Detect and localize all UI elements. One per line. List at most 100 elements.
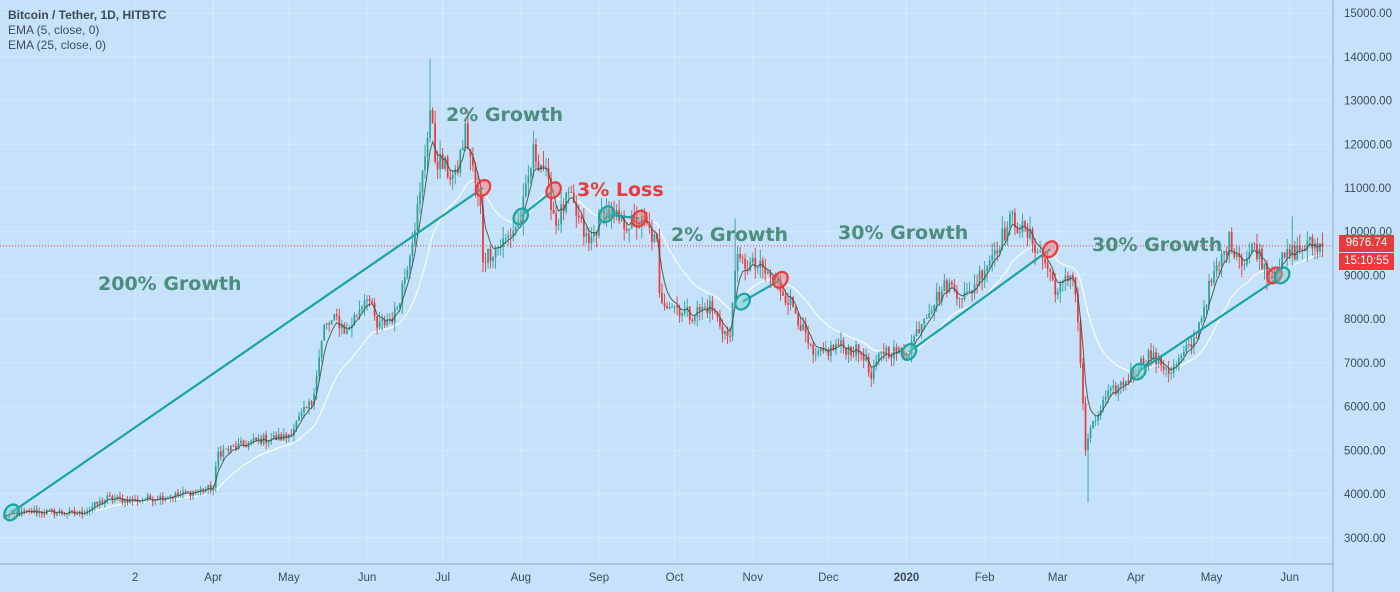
candle-body-bull — [298, 416, 300, 421]
candle-body-bear — [482, 206, 484, 263]
candle-body-bull — [1039, 250, 1042, 252]
y-tick-label: 3000.00 — [1344, 533, 1386, 545]
chart-legend: Bitcoin / Tether, 1D, HITBTC EMA (5, clo… — [8, 8, 166, 53]
candle-body-bear — [338, 316, 341, 329]
candle-body-bull — [393, 308, 396, 323]
candle-body-bear — [275, 435, 278, 441]
candle-body-bear — [1127, 380, 1130, 383]
candle-body-bull — [1109, 387, 1112, 391]
candle-body-bull — [1097, 415, 1099, 421]
candle-body-bear — [761, 260, 764, 268]
candle-body-bull — [877, 353, 880, 362]
candle-body-bear — [436, 161, 439, 170]
candle-body-bear — [570, 192, 573, 193]
candle-body-bear — [1195, 337, 1198, 339]
candle-body-bear — [623, 215, 626, 229]
candle-body-bull — [835, 344, 837, 351]
candle-body-bull — [192, 491, 194, 497]
candle-body-bear — [1016, 227, 1019, 233]
candle-body-bull — [819, 347, 822, 352]
candle-body-bear — [13, 511, 15, 514]
candle-body-bear — [1142, 358, 1145, 365]
candle-body-bull — [1276, 273, 1278, 278]
candle-body-bear — [376, 316, 378, 328]
candle-body-bear — [837, 344, 840, 346]
candle-body-bull — [703, 307, 706, 308]
x-tick-label: Jul — [435, 572, 450, 584]
candle-body-bull — [272, 435, 275, 440]
candle-body-bull — [1036, 251, 1039, 253]
candle-body-bear — [721, 326, 724, 334]
annotation-30-growth-may: 30% Growth — [1092, 234, 1223, 256]
candle-body-bull — [681, 313, 684, 317]
candle-body-bear — [535, 144, 537, 162]
candle-body-bear — [1311, 237, 1314, 249]
candle-body-bear — [1014, 212, 1016, 228]
x-tick-label: Feb — [975, 572, 995, 584]
candle-body-bear — [822, 347, 825, 352]
candle-body-bear — [1049, 268, 1052, 272]
candle-body-bull — [1172, 365, 1175, 374]
candle-body-bull — [464, 123, 467, 148]
candle-body-bull — [1087, 438, 1089, 451]
candle-body-bear — [900, 347, 903, 352]
candle-body-bear — [555, 213, 557, 226]
candle-body-bear — [472, 156, 474, 166]
candle-body-bear — [714, 311, 716, 313]
candle-body-bull — [124, 499, 126, 503]
annotation-200-growth: 200% Growth — [98, 273, 242, 295]
candle-body-bear — [658, 238, 661, 293]
candle-body-bear — [119, 496, 121, 498]
candle-body-bull — [139, 500, 142, 503]
candle-body-bear — [466, 123, 469, 150]
candle-body-bear — [280, 434, 283, 441]
x-tick-label: Apr — [1127, 572, 1145, 584]
candle-body-bull — [1019, 232, 1021, 234]
candle-body-bear — [882, 351, 885, 355]
candle-body-bull — [361, 306, 363, 310]
candle-body-bull — [1203, 306, 1205, 319]
candle-body-bear — [729, 335, 731, 337]
candle-body-bear — [71, 510, 73, 512]
candle-body-bear — [1072, 275, 1074, 278]
candle-body-bear — [716, 312, 719, 318]
candle-body-bull — [514, 227, 517, 231]
candle-body-bull — [91, 506, 94, 510]
candle-body-bear — [441, 154, 444, 169]
candle-body-bull — [416, 204, 419, 231]
candle-body-bear — [956, 290, 958, 300]
candle-body-bull — [978, 270, 981, 285]
candle-body-bear — [1003, 228, 1006, 240]
candle-body-bull — [318, 357, 321, 376]
candle-body-bear — [580, 217, 583, 219]
candle-body-bear — [242, 440, 245, 445]
bar-countdown-tag: 15:10:55 — [1339, 253, 1394, 270]
candle-body-bull — [933, 304, 936, 312]
candle-body-bull — [920, 323, 923, 333]
candle-body-bull — [1308, 237, 1311, 241]
candle-body-bull — [1223, 250, 1226, 255]
annotation-30-growth-feb: 30% Growth — [838, 222, 969, 244]
candle-body-bear — [887, 347, 890, 358]
trendlines-layer — [10, 187, 1283, 514]
candle-body-bull — [598, 213, 600, 236]
x-tick-label: Oct — [666, 572, 685, 584]
candle-body-bull — [1243, 264, 1246, 266]
candle-body-bear — [777, 278, 779, 281]
candle-body-bull — [250, 440, 252, 443]
candle-body-bear — [1082, 363, 1084, 403]
candle-body-bear — [474, 165, 477, 184]
candle-body-bull — [1245, 258, 1248, 265]
candle-body-bear — [981, 270, 984, 280]
candle-body-bull — [116, 496, 119, 499]
candle-body-bull — [830, 345, 832, 356]
candle-body-bear — [857, 344, 860, 354]
candle-body-bear — [1044, 258, 1047, 264]
y-tick-label: 11000.00 — [1344, 183, 1391, 195]
candle-body-bear — [235, 446, 237, 450]
x-tick-label: Mar — [1048, 572, 1068, 584]
candle-body-bull — [751, 257, 754, 263]
candle-body-bear — [383, 319, 386, 326]
